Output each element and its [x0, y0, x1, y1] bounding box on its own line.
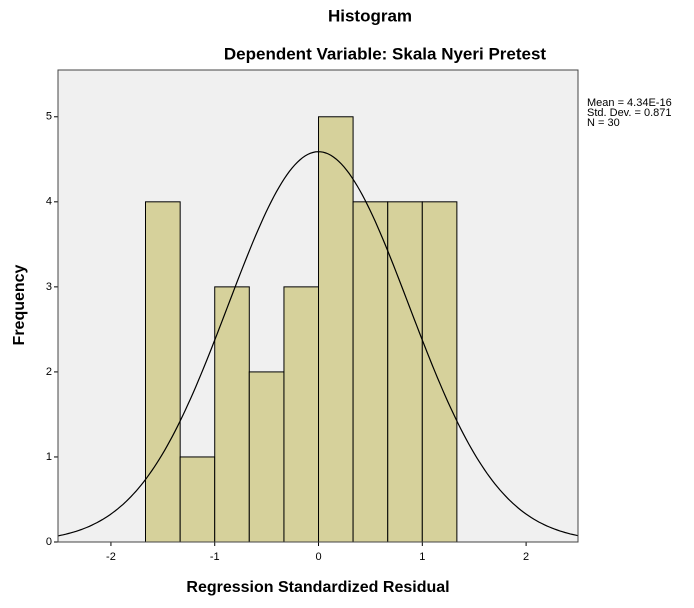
bar — [144, 201, 181, 543]
x-tick-label: -1 — [210, 551, 220, 563]
x-tick-label: 0 — [315, 551, 321, 563]
y-axis-title: Frequency — [11, 264, 28, 345]
bar — [248, 371, 285, 543]
y-tick-label: 3 — [46, 281, 52, 293]
y-tick-label: 2 — [46, 366, 52, 378]
plot-frame — [57, 69, 579, 543]
bar — [283, 286, 320, 543]
stats-label: Mean = 4.34E-16 — [587, 97, 672, 109]
bar — [387, 201, 423, 543]
chart-title: Histogram — [328, 6, 412, 25]
x-tick-label: 2 — [523, 551, 529, 563]
stats-label: N = 30 — [587, 117, 620, 129]
bar — [352, 201, 389, 543]
x-tick-label: 1 — [419, 551, 425, 563]
y-tick-label: 1 — [46, 451, 52, 463]
bar — [318, 116, 354, 543]
y-tick-label: 0 — [46, 536, 52, 548]
stats-label: Std. Dev. = 0.871 — [587, 107, 672, 119]
normal-curve — [57, 151, 579, 537]
chart-subtitle: Dependent Variable: Skala Nyeri Pretest — [224, 44, 547, 63]
x-axis-title: Regression Standardized Residual — [186, 579, 449, 596]
bar — [421, 201, 458, 543]
y-tick-label: 4 — [46, 196, 52, 208]
y-tick-label: 5 — [46, 111, 52, 123]
x-tick-label: -2 — [106, 551, 116, 563]
bar — [179, 456, 216, 543]
